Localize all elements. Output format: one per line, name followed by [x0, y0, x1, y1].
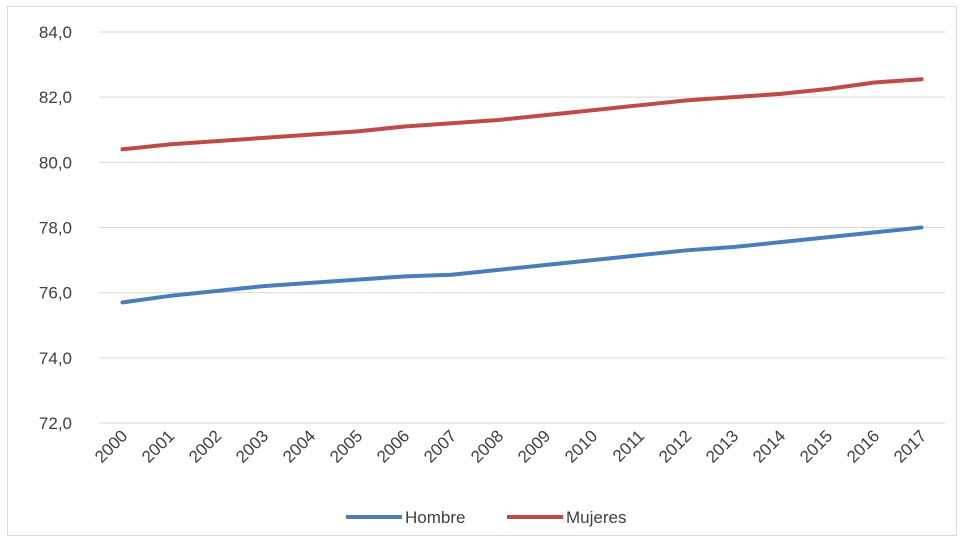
x-tick-label: 2013 [702, 426, 742, 466]
data-point-hombre [779, 240, 783, 244]
x-tick-label: 2008 [467, 426, 507, 466]
data-point-hombre [826, 235, 830, 239]
data-point-hombre [121, 300, 125, 304]
data-point-mujeres [121, 147, 125, 151]
data-point-mujeres [356, 129, 360, 133]
data-point-mujeres [450, 121, 454, 125]
data-point-mujeres [168, 142, 172, 146]
y-tick-label: 82,0 [39, 88, 72, 107]
data-point-mujeres [262, 136, 266, 140]
x-tick-label: 2001 [138, 426, 178, 466]
data-point-hombre [920, 226, 924, 230]
data-point-hombre [732, 245, 736, 249]
series-line-hombre [120, 225, 924, 305]
data-point-mujeres [826, 87, 830, 91]
data-point-mujeres [920, 77, 924, 81]
data-point-mujeres [215, 139, 219, 143]
legend-label-mujeres: Mujeres [566, 508, 626, 527]
data-point-mujeres [591, 108, 595, 112]
data-point-mujeres [873, 81, 877, 85]
data-point-mujeres [732, 95, 736, 99]
data-point-hombre [591, 258, 595, 262]
x-tick-label: 2009 [514, 426, 554, 466]
data-point-mujeres [685, 98, 689, 102]
data-point-hombre [403, 274, 407, 278]
x-tick-label: 2016 [843, 426, 883, 466]
series-line-mujeres [120, 77, 924, 152]
x-tick-label: 2005 [326, 426, 366, 466]
gridlines [99, 31, 945, 424]
data-point-hombre [450, 273, 454, 277]
data-point-mujeres [638, 103, 642, 107]
data-point-mujeres [403, 124, 407, 128]
y-tick-label: 84,0 [39, 23, 72, 42]
x-tick-label: 2011 [609, 426, 648, 465]
data-point-mujeres [497, 118, 501, 122]
x-tick-label: 2014 [749, 426, 789, 466]
legend: Hombre Mujeres [346, 508, 626, 527]
series-lines [120, 77, 924, 305]
data-point-hombre [356, 278, 360, 282]
x-tick-label: 2010 [561, 426, 601, 466]
data-point-hombre [873, 230, 877, 234]
data-point-hombre [638, 253, 642, 257]
y-tick-label: 72,0 [39, 414, 72, 433]
data-point-mujeres [309, 133, 313, 137]
y-tick-label: 80,0 [39, 153, 72, 172]
x-tick-label: 2017 [890, 426, 930, 466]
data-point-hombre [168, 294, 172, 298]
x-tick-label: 2007 [420, 426, 460, 466]
data-point-hombre [685, 248, 689, 252]
x-tick-label: 2006 [373, 426, 413, 466]
data-point-hombre [544, 263, 548, 267]
data-point-hombre [497, 268, 501, 272]
data-point-hombre [215, 289, 219, 293]
x-tick-label: 2004 [279, 426, 319, 466]
data-point-mujeres [544, 113, 548, 117]
data-point-hombre [262, 284, 266, 288]
x-tick-label: 2002 [185, 426, 225, 466]
y-axis-tick-labels: 72,0 74,0 76,0 78,0 80,0 82,0 84,0 [39, 23, 72, 433]
x-axis-tick-labels: 2000 2001 2002 2003 2004 2005 2006 2007 2008 2009… [91, 426, 930, 466]
y-tick-label: 78,0 [39, 219, 72, 238]
x-tick-label: 2012 [655, 426, 695, 466]
x-tick-label: 2000 [91, 426, 131, 466]
y-tick-label: 74,0 [39, 349, 72, 368]
legend-label-hombre: Hombre [405, 508, 465, 527]
x-tick-label: 2003 [232, 426, 272, 466]
data-point-mujeres [779, 92, 783, 96]
data-point-hombre [309, 281, 313, 285]
x-tick-label: 2015 [796, 426, 836, 466]
y-tick-label: 76,0 [39, 284, 72, 303]
